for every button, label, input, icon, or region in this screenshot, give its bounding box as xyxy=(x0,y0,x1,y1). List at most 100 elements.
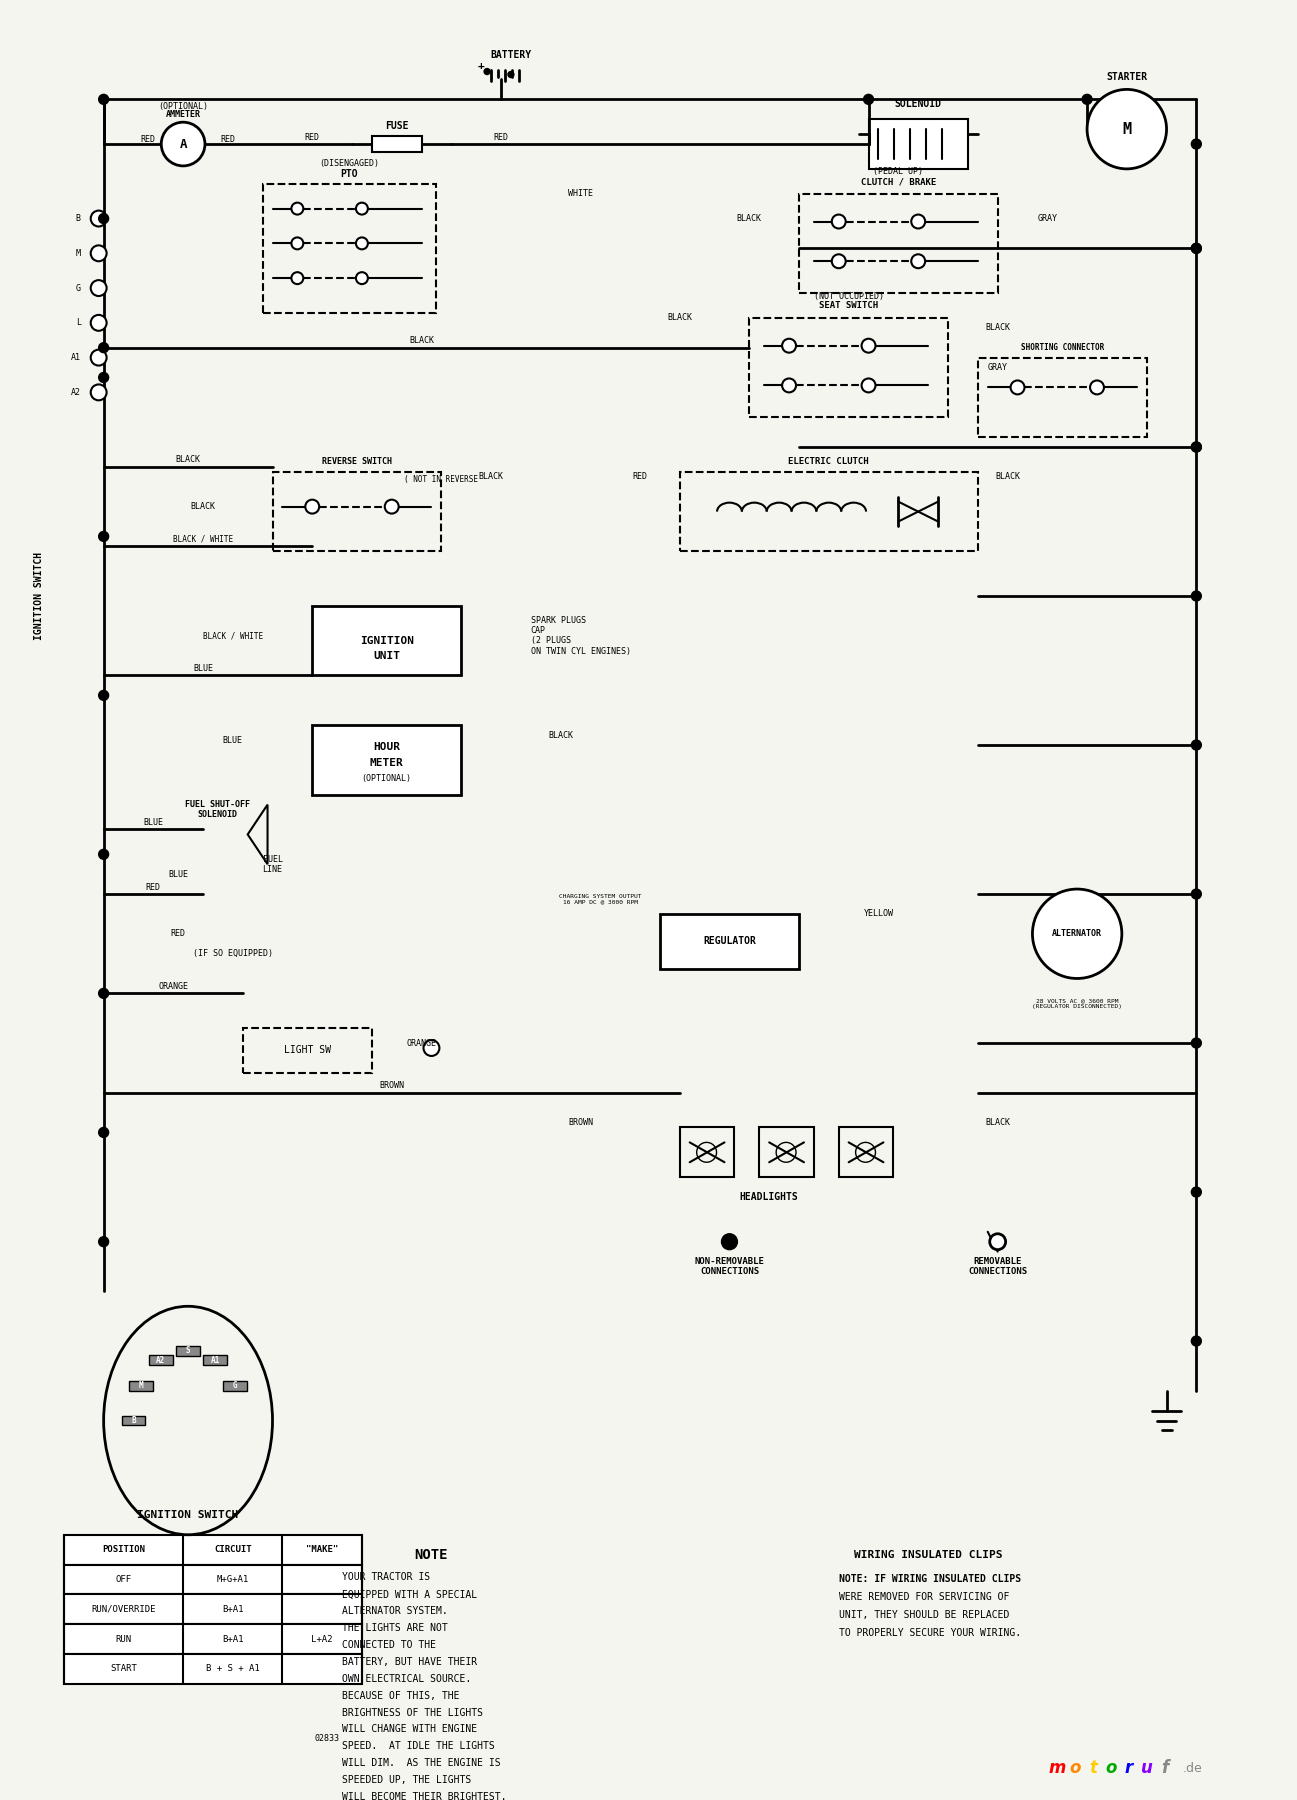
Text: BLACK: BLACK xyxy=(479,472,503,481)
Text: BLACK: BLACK xyxy=(549,731,573,740)
Text: AMMETER: AMMETER xyxy=(166,110,201,119)
Text: HOUR: HOUR xyxy=(374,742,401,752)
Circle shape xyxy=(861,378,875,392)
Circle shape xyxy=(91,281,106,295)
Text: EQUIPPED WITH A SPECIAL: EQUIPPED WITH A SPECIAL xyxy=(342,1589,477,1600)
Text: A2: A2 xyxy=(156,1355,166,1364)
Bar xyxy=(149,1355,173,1364)
Text: f: f xyxy=(1161,1759,1169,1777)
Circle shape xyxy=(385,500,398,513)
Circle shape xyxy=(864,94,873,104)
Text: BECAUSE OF THIS, THE: BECAUSE OF THIS, THE xyxy=(342,1690,459,1701)
Text: RED: RED xyxy=(633,472,647,481)
Text: GRAY: GRAY xyxy=(1038,214,1057,223)
Bar xyxy=(978,358,1147,437)
Text: M: M xyxy=(75,248,80,257)
Text: BLACK: BLACK xyxy=(737,214,761,223)
Text: SHORTING CONNECTOR: SHORTING CONNECTOR xyxy=(1021,344,1104,353)
Circle shape xyxy=(99,1237,109,1247)
Text: IGNITION SWITCH: IGNITION SWITCH xyxy=(137,1510,239,1519)
Bar xyxy=(680,1127,734,1177)
Text: "MAKE": "MAKE" xyxy=(306,1544,339,1553)
Text: o: o xyxy=(1105,1759,1117,1777)
Circle shape xyxy=(355,238,368,250)
Text: RED: RED xyxy=(493,133,508,142)
Text: GRAY: GRAY xyxy=(988,364,1008,373)
Circle shape xyxy=(292,272,303,284)
Circle shape xyxy=(1192,443,1201,452)
Circle shape xyxy=(99,1127,109,1138)
Text: ( NOT IN REVERSE: ( NOT IN REVERSE xyxy=(405,475,479,484)
Text: BLACK / WHITE: BLACK / WHITE xyxy=(173,535,233,544)
Circle shape xyxy=(1192,889,1201,898)
Bar xyxy=(313,725,462,794)
Text: LIGHT SW: LIGHT SW xyxy=(284,1046,331,1055)
Text: BATTERY, BUT HAVE THEIR: BATTERY, BUT HAVE THEIR xyxy=(342,1658,477,1667)
Text: M: M xyxy=(139,1381,143,1390)
Text: S: S xyxy=(185,1346,191,1355)
Text: BROWN: BROWN xyxy=(379,1082,405,1091)
Text: (PEDAL UP): (PEDAL UP) xyxy=(873,167,923,176)
Text: THE LIGHTS ARE NOT: THE LIGHTS ARE NOT xyxy=(342,1624,447,1633)
Circle shape xyxy=(1192,139,1201,149)
Bar xyxy=(128,1381,153,1391)
Text: B: B xyxy=(131,1417,136,1426)
Circle shape xyxy=(1192,740,1201,751)
Text: RUN/OVERRIDE: RUN/OVERRIDE xyxy=(91,1606,156,1615)
Circle shape xyxy=(1192,443,1201,452)
Circle shape xyxy=(508,72,514,77)
Text: ELECTRIC CLUTCH: ELECTRIC CLUTCH xyxy=(789,457,869,466)
Bar xyxy=(272,472,441,551)
Text: r: r xyxy=(1124,1759,1132,1777)
Text: A2: A2 xyxy=(71,387,80,396)
Text: IGNITION: IGNITION xyxy=(359,635,414,646)
Bar xyxy=(176,1346,200,1355)
Circle shape xyxy=(99,988,109,999)
Text: L+A2: L+A2 xyxy=(311,1634,333,1643)
Text: (NOT OCCUPIED): (NOT OCCUPIED) xyxy=(813,292,883,301)
Text: BROWN: BROWN xyxy=(568,1118,593,1127)
Circle shape xyxy=(91,315,106,331)
Text: WHITE: WHITE xyxy=(568,189,593,198)
Text: TO PROPERLY SECURE YOUR WIRING.: TO PROPERLY SECURE YOUR WIRING. xyxy=(839,1629,1021,1638)
Text: 28 VOLTS AC @ 3600 RPM
(REGULATOR DISCONNECTED): 28 VOLTS AC @ 3600 RPM (REGULATOR DISCON… xyxy=(1032,997,1122,1008)
Text: B+A1: B+A1 xyxy=(222,1606,244,1615)
Text: OWN ELECTRICAL SOURCE.: OWN ELECTRICAL SOURCE. xyxy=(342,1674,471,1683)
Text: STARTER: STARTER xyxy=(1106,72,1148,83)
Text: WILL CHANGE WITH ENGINE: WILL CHANGE WITH ENGINE xyxy=(342,1724,477,1735)
Text: BLACK: BLACK xyxy=(191,502,215,511)
Text: (DISENGAGED): (DISENGAGED) xyxy=(319,160,379,169)
Text: M: M xyxy=(1122,122,1131,137)
Text: ORANGE: ORANGE xyxy=(158,983,188,992)
Text: ALTERNATOR: ALTERNATOR xyxy=(1052,929,1102,938)
Text: RED: RED xyxy=(171,929,185,938)
Text: SPEEDED UP, THE LIGHTS: SPEEDED UP, THE LIGHTS xyxy=(342,1775,471,1786)
Text: RED: RED xyxy=(220,135,235,144)
Text: L: L xyxy=(75,319,80,328)
Text: B + S + A1: B + S + A1 xyxy=(206,1665,259,1674)
Text: A1: A1 xyxy=(211,1355,220,1364)
Circle shape xyxy=(1192,243,1201,254)
Bar xyxy=(64,1564,362,1595)
Text: t: t xyxy=(1089,1759,1097,1777)
Circle shape xyxy=(1010,380,1025,394)
Text: ALTERNATOR SYSTEM.: ALTERNATOR SYSTEM. xyxy=(342,1606,447,1616)
Text: G: G xyxy=(75,284,80,293)
Text: CHARGING SYSTEM OUTPUT
16 AMP DC @ 3000 RPM: CHARGING SYSTEM OUTPUT 16 AMP DC @ 3000 … xyxy=(559,893,642,904)
Text: CONNECTED TO THE: CONNECTED TO THE xyxy=(342,1640,436,1651)
Circle shape xyxy=(99,214,109,223)
Bar xyxy=(372,137,422,151)
Text: o: o xyxy=(1070,1759,1080,1777)
Circle shape xyxy=(355,272,368,284)
Circle shape xyxy=(1082,94,1092,104)
Circle shape xyxy=(831,214,846,229)
Circle shape xyxy=(1192,1336,1201,1346)
Text: WIRING INSULATED CLIPS: WIRING INSULATED CLIPS xyxy=(853,1550,1003,1559)
Text: SPEED.  AT IDLE THE LIGHTS: SPEED. AT IDLE THE LIGHTS xyxy=(342,1741,494,1751)
Bar xyxy=(223,1381,248,1391)
Circle shape xyxy=(1192,1039,1201,1048)
Circle shape xyxy=(305,500,319,513)
Text: START: START xyxy=(110,1665,137,1674)
Text: BLUE: BLUE xyxy=(223,736,243,745)
Text: BLACK: BLACK xyxy=(175,455,201,464)
